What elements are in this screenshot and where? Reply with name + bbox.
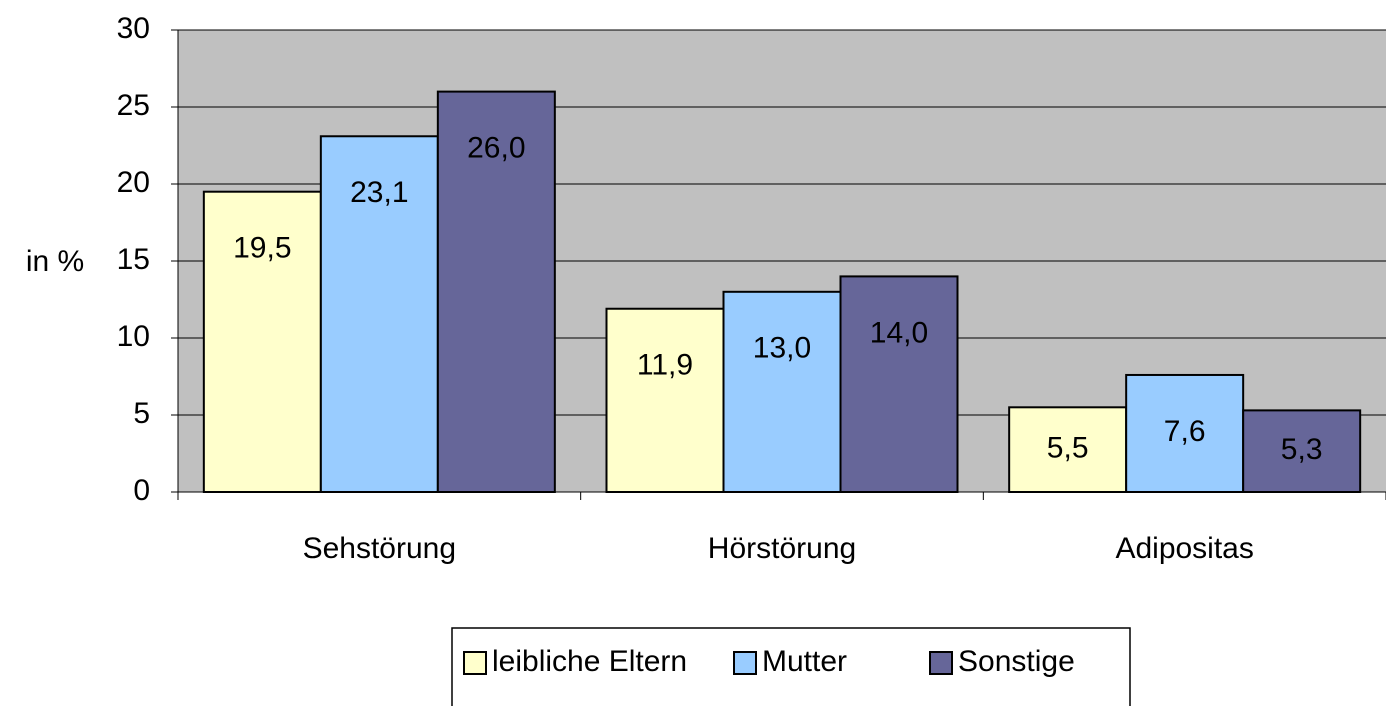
bar: [839, 275, 959, 493]
value-label: 13,0: [753, 332, 811, 365]
y-tick-label: 0: [133, 474, 150, 507]
value-label: 14,0: [870, 316, 928, 349]
value-label: 26,0: [467, 132, 525, 165]
bar: [605, 307, 725, 493]
y-axis-label: in %: [26, 245, 84, 278]
bar: [1008, 406, 1128, 493]
value-label: 19,5: [233, 232, 291, 265]
value-label: 5,5: [1047, 432, 1089, 465]
x-tick-label: Hörstörung: [708, 532, 856, 565]
bar: [202, 190, 322, 493]
legend-label: Mutter: [762, 645, 847, 678]
value-label: 5,3: [1281, 433, 1323, 466]
y-tick-label: 30: [117, 12, 150, 45]
value-label: 7,6: [1164, 415, 1206, 448]
y-tick-label: 15: [117, 243, 150, 276]
legend-swatch: [733, 651, 757, 675]
legend-label: Sonstige: [958, 645, 1075, 678]
legend-label: leibliche Eltern: [492, 645, 687, 678]
x-tick-label: Adipositas: [1115, 532, 1253, 565]
bar: [319, 135, 439, 493]
y-tick-label: 20: [117, 166, 150, 199]
x-tick-label: Sehstörung: [303, 532, 456, 565]
bar: [722, 290, 842, 493]
legend: [451, 627, 1131, 706]
legend-swatch: [463, 651, 487, 675]
value-label: 23,1: [350, 176, 408, 209]
legend-swatch: [929, 651, 953, 675]
y-tick-label: 5: [133, 397, 150, 430]
bar: [1242, 409, 1362, 494]
value-label: 11,9: [637, 349, 693, 382]
y-tick-label: 10: [117, 320, 150, 353]
bar: [436, 90, 556, 493]
y-tick-label: 25: [117, 89, 150, 122]
